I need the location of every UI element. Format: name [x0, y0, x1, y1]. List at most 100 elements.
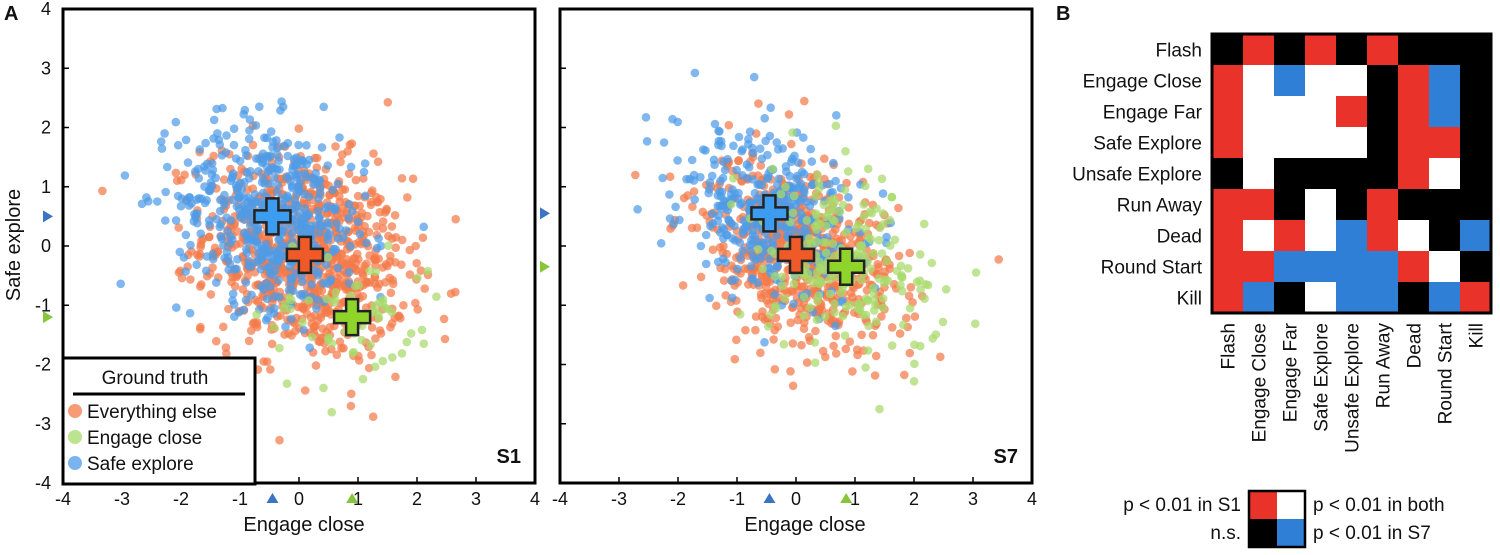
x-tick-label: -3 [611, 489, 627, 509]
legend-swatch-p-0-01-in-s7 [1277, 519, 1305, 547]
point-everything-else [411, 241, 421, 251]
point-everything-else [219, 175, 229, 184]
point-everything-else [336, 157, 345, 167]
point-safe-explore [772, 231, 781, 240]
point-safe-explore [718, 254, 728, 264]
heatmap-cell [1274, 158, 1305, 189]
point-engage-close [802, 216, 812, 225]
point-engage-close [830, 299, 839, 309]
centroid-safe-explore [750, 194, 789, 233]
heatmap-row-label: Run Away [1117, 196, 1203, 217]
heatmap-cell [1243, 220, 1274, 251]
point-everything-else [344, 169, 354, 178]
point-engage-close [887, 341, 897, 350]
point-safe-explore [171, 117, 181, 127]
point-engage-close [322, 294, 332, 304]
point-safe-explore [242, 248, 252, 258]
point-everything-else [98, 186, 107, 196]
point-safe-explore [333, 234, 343, 243]
point-everything-else [369, 149, 378, 158]
point-everything-else [371, 254, 380, 264]
point-engage-close [855, 241, 865, 250]
heatmap-row-label: Dead [1157, 227, 1202, 248]
point-safe-explore [228, 289, 238, 299]
heatmap-cell [1367, 220, 1398, 251]
point-everything-else [347, 139, 357, 148]
point-engage-close [878, 294, 888, 303]
heatmap-cell [1367, 96, 1398, 127]
point-safe-explore [232, 202, 242, 211]
point-engage-close [821, 221, 831, 231]
point-engage-close [938, 317, 948, 327]
point-safe-explore [283, 151, 293, 161]
point-safe-explore [682, 174, 691, 184]
point-safe-explore [226, 216, 236, 225]
point-everything-else [277, 269, 287, 279]
point-safe-explore [239, 305, 249, 315]
point-safe-explore [212, 278, 221, 287]
point-engage-close [779, 340, 789, 349]
point-safe-explore [333, 263, 343, 273]
point-everything-else [688, 202, 697, 211]
point-safe-explore [181, 267, 190, 276]
point-safe-explore [161, 216, 170, 225]
point-everything-else [378, 224, 388, 233]
point-safe-explore [242, 168, 252, 177]
point-engage-close [836, 288, 846, 298]
point-safe-explore [240, 105, 250, 115]
point-safe-explore [163, 162, 172, 172]
point-engage-close [358, 374, 368, 384]
axis-marker-x [763, 493, 776, 503]
heatmap-cell [1460, 220, 1491, 251]
point-safe-explore [239, 193, 249, 202]
point-safe-explore [258, 154, 268, 163]
point-engage-close [890, 235, 900, 245]
point-engage-close [770, 272, 780, 281]
point-safe-explore [260, 247, 269, 257]
point-everything-else [631, 170, 640, 180]
point-safe-explore [773, 261, 782, 271]
point-everything-else [788, 339, 798, 348]
point-safe-explore [290, 196, 300, 205]
heatmap-cell [1305, 127, 1336, 158]
axis-marker-x [840, 493, 853, 503]
heatmap-cell [1367, 282, 1398, 313]
point-safe-explore [245, 115, 255, 124]
point-everything-else [902, 313, 911, 323]
point-safe-explore [286, 279, 296, 288]
point-safe-explore [757, 154, 767, 164]
point-everything-else [252, 320, 261, 329]
point-safe-explore [360, 159, 370, 168]
point-everything-else [294, 124, 304, 133]
point-safe-explore [659, 138, 669, 147]
point-everything-else [372, 192, 381, 202]
point-engage-close [830, 308, 839, 317]
point-safe-explore [720, 165, 730, 175]
point-everything-else [870, 371, 880, 380]
heatmap-cell [1212, 127, 1243, 158]
point-safe-explore [714, 140, 723, 150]
point-safe-explore [799, 169, 809, 179]
x-tick-label: -4 [552, 489, 568, 509]
point-safe-explore [298, 156, 307, 165]
point-engage-close [828, 239, 838, 248]
heatmap-cell [1305, 96, 1336, 127]
point-safe-explore [209, 115, 219, 125]
point-safe-explore [192, 218, 202, 228]
point-engage-close [927, 258, 937, 268]
point-everything-else [244, 336, 254, 346]
point-engage-close [282, 379, 292, 389]
point-engage-close [763, 322, 773, 331]
point-everything-else [418, 233, 428, 242]
point-safe-explore [331, 245, 340, 254]
point-engage-close [801, 262, 810, 271]
point-safe-explore [250, 190, 260, 199]
point-safe-explore [307, 280, 317, 289]
point-safe-explore [254, 102, 264, 111]
heatmap-cell [1367, 127, 1398, 158]
point-engage-close [829, 194, 838, 203]
point-engage-close [841, 228, 851, 237]
point-everything-else [367, 350, 376, 360]
heatmap-cell [1212, 282, 1243, 313]
point-everything-else [390, 211, 400, 220]
